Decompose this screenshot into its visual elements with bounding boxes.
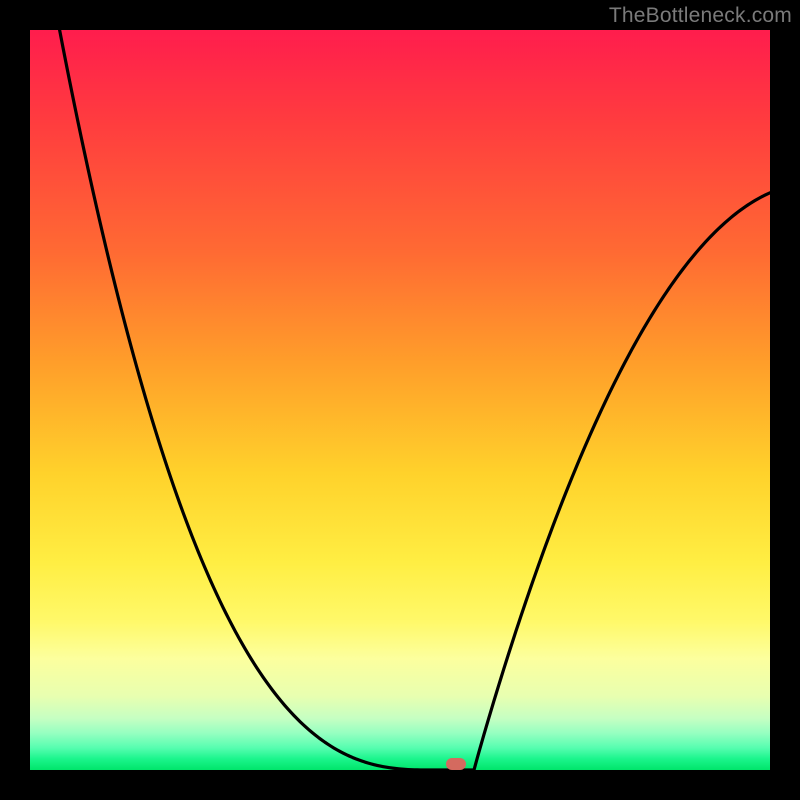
watermark-text: TheBottleneck.com <box>609 4 792 28</box>
outer-frame: TheBottleneck.com <box>0 0 800 800</box>
plot-area <box>30 30 770 770</box>
bottleneck-curve <box>30 30 770 770</box>
bottleneck-marker <box>446 758 466 770</box>
